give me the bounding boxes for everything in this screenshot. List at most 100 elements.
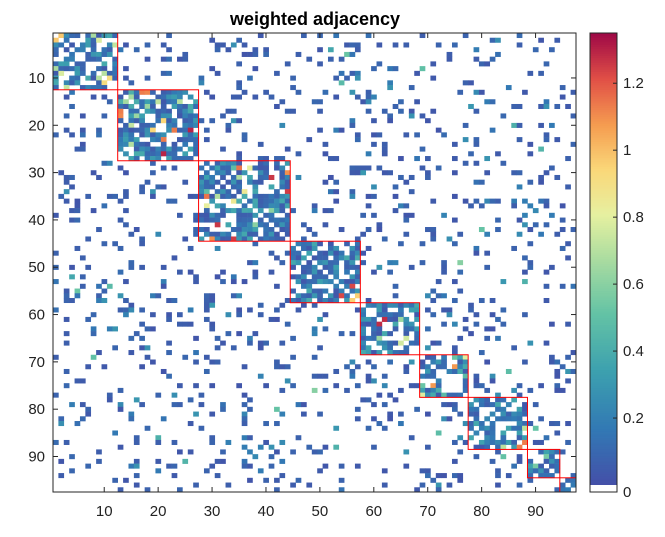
heatmap-cell (128, 156, 135, 162)
heatmap-cell (150, 156, 156, 162)
heatmap-cell (117, 293, 124, 299)
heatmap-cell (166, 108, 172, 114)
heatmap-cell (155, 132, 162, 138)
heatmap-cell (257, 198, 264, 204)
heatmap-cell (419, 359, 426, 365)
heatmap-cell (187, 421, 194, 427)
heatmap-cell (53, 66, 59, 72)
heatmap-cell (322, 373, 329, 379)
heatmap-cell (354, 94, 361, 100)
colorbar-segment (590, 249, 617, 253)
heatmap-cell (306, 137, 313, 143)
heatmap-cell (279, 156, 286, 162)
heatmap-cell (322, 250, 329, 256)
heatmap-cell (376, 326, 383, 332)
heatmap-cell (274, 487, 280, 493)
heatmap-cell (58, 33, 65, 39)
heatmap-cell (387, 269, 393, 275)
heatmap-cell (403, 179, 410, 185)
heatmap-cell (317, 297, 323, 304)
heatmap-cell (381, 170, 388, 176)
heatmap-cell (543, 99, 550, 105)
heatmap-cell (403, 203, 410, 209)
heatmap-cell (478, 350, 485, 356)
heatmap-cell (565, 368, 571, 374)
heatmap-cell (279, 227, 286, 233)
heatmap-cell (317, 373, 323, 379)
heatmap-cell (117, 165, 124, 171)
heatmap-cell (376, 350, 383, 356)
heatmap-cell (570, 477, 577, 483)
heatmap-cell (387, 345, 393, 351)
heatmap-cell (193, 118, 199, 124)
heatmap-cell (451, 42, 458, 48)
heatmap-cell (166, 56, 172, 62)
heatmap-cell (505, 411, 512, 417)
heatmap-cell (193, 335, 199, 341)
heatmap-cell (69, 66, 75, 72)
heatmap-cell (527, 227, 534, 233)
heatmap-cell (144, 354, 151, 360)
heatmap-cell (301, 302, 307, 308)
heatmap-cell (74, 33, 81, 39)
heatmap-cell (414, 335, 420, 341)
colorbar-segment (590, 152, 617, 156)
heatmap-cell (284, 203, 291, 209)
heatmap-cell (63, 293, 70, 299)
heatmap-cell (473, 137, 480, 143)
colorbar-segment (590, 80, 617, 84)
heatmap-cell (495, 151, 501, 157)
colorbar-segment (590, 315, 617, 319)
heatmap-cell (117, 307, 124, 313)
heatmap-cell (462, 160, 469, 166)
heatmap-cell (338, 463, 345, 469)
heatmap-cell (171, 103, 178, 110)
heatmap-cell (150, 170, 156, 176)
heatmap-cell (408, 113, 415, 119)
heatmap-cell (160, 56, 167, 62)
colorbar-segment (590, 464, 617, 468)
heatmap-cell (171, 146, 178, 152)
heatmap-cell (257, 141, 264, 147)
heatmap-cell (451, 241, 458, 247)
heatmap-cell (554, 174, 561, 180)
heatmap-cell (349, 118, 356, 124)
heatmap-cell (327, 189, 334, 195)
heatmap-cell (441, 269, 447, 275)
heatmap-cell (198, 165, 205, 171)
colorbar-segment (590, 247, 617, 251)
heatmap-cell (123, 170, 129, 176)
heatmap-cell (241, 435, 248, 441)
heatmap-cell (500, 435, 507, 441)
heatmap-cell (327, 241, 334, 247)
heatmap-cell (333, 156, 340, 162)
heatmap-cell (538, 231, 544, 237)
colorbar-segment (590, 405, 617, 409)
heatmap-cell (538, 146, 544, 152)
heatmap-cell (354, 236, 361, 242)
heatmap-cell (500, 411, 507, 417)
heatmap-cell (349, 359, 356, 365)
heatmap-cell (425, 354, 431, 360)
heatmap-cell (511, 122, 517, 128)
heatmap-cell (117, 198, 124, 204)
heatmap-cell (365, 302, 372, 308)
heatmap-cell (123, 189, 129, 195)
heatmap-cell (123, 89, 129, 95)
heatmap-cell (58, 473, 65, 479)
heatmap-cell (263, 160, 269, 166)
heatmap-cell (349, 373, 356, 379)
heatmap-cell (220, 458, 226, 464)
heatmap-cell (360, 321, 367, 327)
heatmap-cell (279, 170, 286, 176)
heatmap-cell (446, 368, 453, 374)
heatmap-cell (565, 241, 571, 247)
heatmap-cell (468, 103, 474, 110)
heatmap-cell (236, 212, 243, 218)
heatmap-cell (387, 359, 393, 365)
colorbar-segment (590, 457, 617, 461)
heatmap-cell (408, 108, 415, 114)
heatmap-cell (344, 364, 350, 370)
heatmap-cell (106, 33, 113, 39)
heatmap-cell (446, 312, 453, 318)
